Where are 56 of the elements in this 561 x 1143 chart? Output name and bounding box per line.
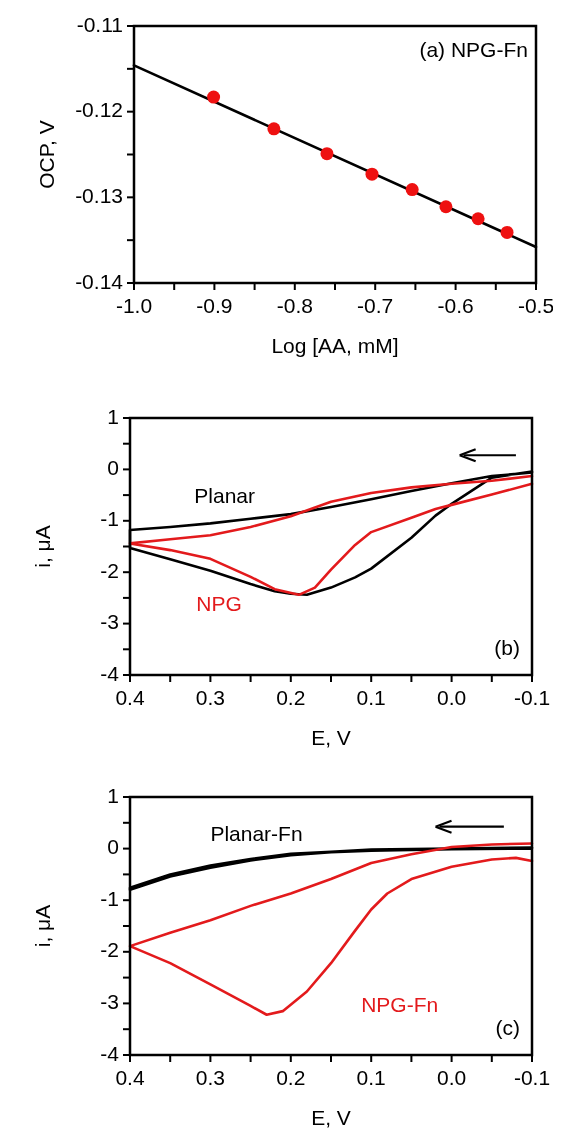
x-axis-title: E, V <box>311 1106 351 1129</box>
y-tick-label: -0.12 <box>75 98 123 122</box>
x-axis-title: Log [AA, mM] <box>271 334 399 357</box>
y-axis-title: i, μA <box>31 904 54 948</box>
y-tick-label: 1 <box>107 404 119 428</box>
line-series <box>128 842 534 1017</box>
point <box>320 147 334 161</box>
x-tick-label: -0.9 <box>196 294 233 317</box>
y-tick-label: -2 <box>100 558 119 582</box>
y-tick-label: -1 <box>100 507 119 531</box>
series-label: NPG <box>196 592 242 616</box>
annotation: (b) <box>494 635 520 659</box>
x-tick-label: 0.4 <box>115 686 145 709</box>
y-tick-label: 0 <box>107 835 119 859</box>
x-tick-label: -0.7 <box>357 294 394 317</box>
x-axis-title: E, V <box>311 726 351 749</box>
point <box>365 167 379 181</box>
x-tick-label: -1.0 <box>115 294 153 317</box>
y-tick-label: 1 <box>107 783 119 807</box>
annotation: (c) <box>495 1015 520 1039</box>
y-tick-label: -0.13 <box>75 183 123 207</box>
x-tick-label: 0.3 <box>195 686 225 709</box>
x-tick-label: 0.0 <box>437 686 467 709</box>
x-tick-label: 0.2 <box>276 686 306 709</box>
point <box>439 200 453 214</box>
series-label: Planar-Fn <box>210 822 303 846</box>
y-tick-label: -3 <box>100 610 119 634</box>
x-tick-label: -0.5 <box>517 294 555 317</box>
y-axis-title: i, μA <box>31 525 54 568</box>
x-tick-label: -0.1 <box>513 686 551 709</box>
point <box>207 90 221 104</box>
x-tick-label: 0.3 <box>195 1066 225 1089</box>
y-tick-label: -0.14 <box>75 269 124 293</box>
x-tick-label: 0.1 <box>356 686 386 709</box>
text: NPG-Fn <box>361 992 439 1016</box>
x-tick-label: 0.2 <box>276 1066 306 1089</box>
annotation: (a) NPG-Fn <box>419 38 528 62</box>
series-label: Planar <box>194 484 256 508</box>
y-tick-label: -4 <box>100 1041 120 1065</box>
y-axis-title: OCP, V <box>35 120 58 189</box>
x-tick-label: -0.6 <box>437 294 474 317</box>
y-tick-label: -4 <box>100 661 120 685</box>
x-tick-label: 0.4 <box>115 1066 145 1089</box>
point <box>267 122 281 136</box>
point <box>405 183 419 197</box>
x-tick-label: -0.1 <box>513 1066 551 1089</box>
y-tick-label: -1 <box>100 886 119 910</box>
x-tick-label: -0.8 <box>276 294 313 317</box>
point <box>500 225 514 239</box>
y-tick-label: 0 <box>107 455 119 479</box>
y-tick-label: -0.11 <box>76 12 123 36</box>
y-tick-label: -3 <box>100 989 119 1013</box>
point <box>471 212 485 226</box>
x-tick-label: 0.0 <box>437 1066 467 1089</box>
y-tick-label: -2 <box>100 938 119 962</box>
x-tick-label: 0.1 <box>356 1066 386 1089</box>
